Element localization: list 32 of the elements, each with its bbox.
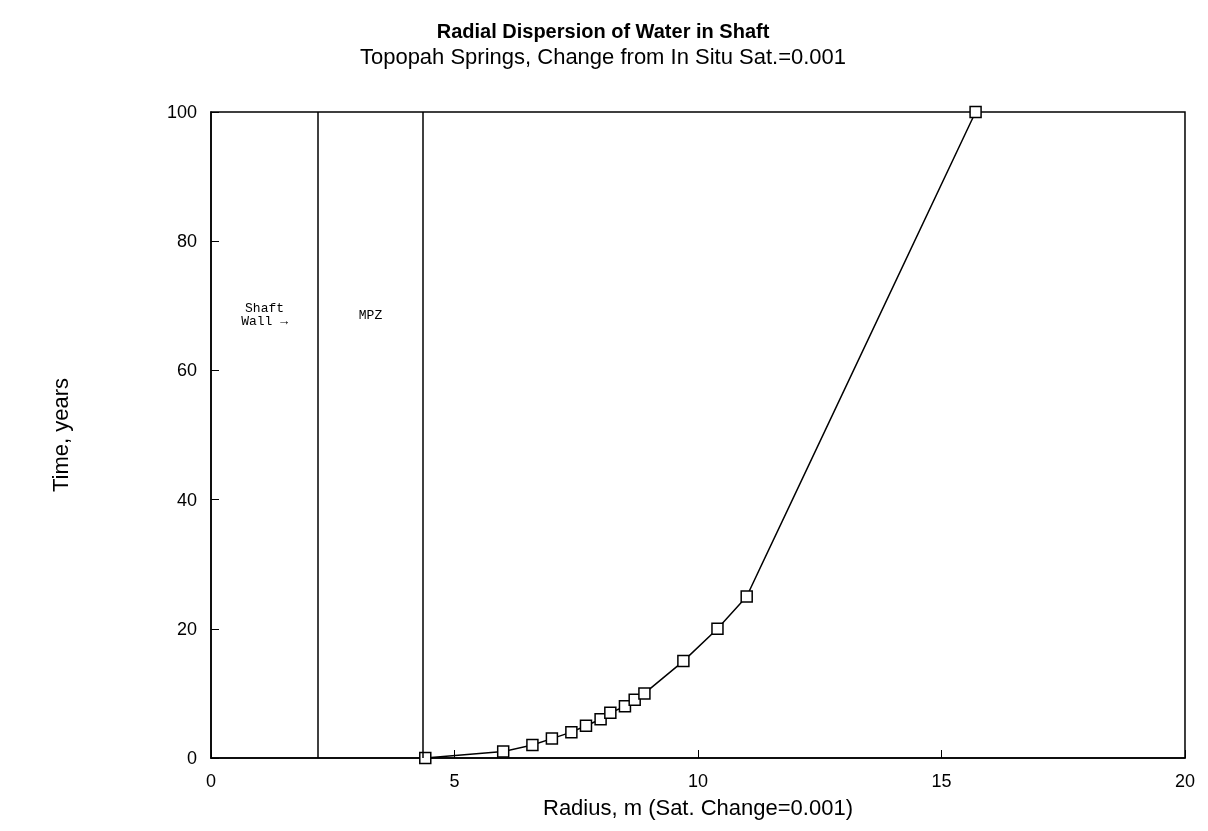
point — [711, 622, 724, 636]
point — [419, 751, 432, 765]
point — [740, 590, 753, 603]
x-tick-label: 5 — [449, 771, 460, 791]
y-tick-label: 0 — [186, 748, 197, 768]
point — [496, 745, 510, 758]
y-tick-label: 40 — [176, 489, 197, 510]
x-tick-label: 20 — [1174, 771, 1195, 791]
x-tick-label: 15 — [931, 771, 952, 791]
x-axis-title: Radius, m (Sat. Change=0.001) — [542, 794, 853, 820]
point — [579, 719, 593, 732]
point — [594, 712, 607, 726]
chart-subtitle: Topopah Springs, Change from In Situ Sat.=0.001 — [359, 43, 847, 69]
point — [604, 706, 617, 720]
y-tick-label: 80 — [176, 231, 197, 252]
y-tick-label: 20 — [176, 618, 197, 639]
point — [526, 738, 539, 752]
point — [628, 693, 641, 707]
y-tick-label: 60 — [176, 360, 197, 381]
y-axis-title: Time, years — [47, 377, 73, 493]
point — [677, 654, 690, 668]
point — [545, 732, 559, 745]
point — [618, 700, 632, 713]
point — [969, 105, 982, 119]
x-tick-label: 0 — [205, 771, 217, 791]
point — [638, 687, 651, 700]
y-tick-label: 100 — [166, 102, 197, 122]
chart-title: Radial Dispersion of Water in Shaft — [436, 20, 770, 42]
point — [565, 725, 578, 739]
annotation: MPZ — [358, 307, 383, 323]
annotation: Shaft Wall → — [241, 301, 289, 329]
x-tick-label: 10 — [687, 771, 709, 791]
